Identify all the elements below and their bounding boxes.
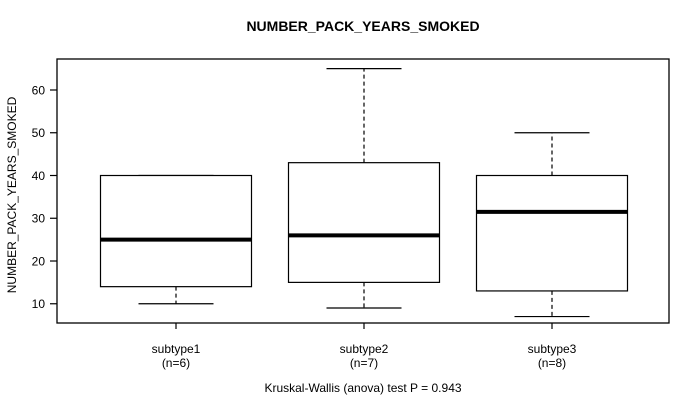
y-axis-tick-label: 10 <box>32 297 46 311</box>
y-axis-tick-label: 30 <box>32 212 46 226</box>
plot-area: 10 20 30 40 50 60 subtype1(n=6) subtype2(n=7) su… <box>32 58 670 370</box>
group-count-label: (n=8) <box>538 356 566 370</box>
group-count-label: (n=6) <box>162 356 190 370</box>
y-axis-tick-label: 20 <box>32 254 46 268</box>
iqr-box <box>99 174 253 288</box>
iqr-box <box>287 162 441 283</box>
plot-border <box>56 58 670 324</box>
iqr-box <box>475 174 629 292</box>
chart-title: NUMBER_PACK_YEARS_SMOKED <box>246 18 479 34</box>
y-axis-title: NUMBER_PACK_YEARS_SMOKED <box>5 96 19 293</box>
group-label: subtype1 <box>152 342 201 356</box>
group-label: subtype2 <box>340 342 389 356</box>
group-count-label: (n=7) <box>350 356 378 370</box>
y-axis-tick-label: 50 <box>32 126 46 140</box>
y-axis-tick-label: 40 <box>32 169 46 183</box>
y-axis-tick-label: 60 <box>32 83 46 97</box>
group-label: subtype3 <box>528 342 577 356</box>
stat-test-note: Kruskal-Wallis (anova) test P = 0.943 <box>264 381 461 395</box>
